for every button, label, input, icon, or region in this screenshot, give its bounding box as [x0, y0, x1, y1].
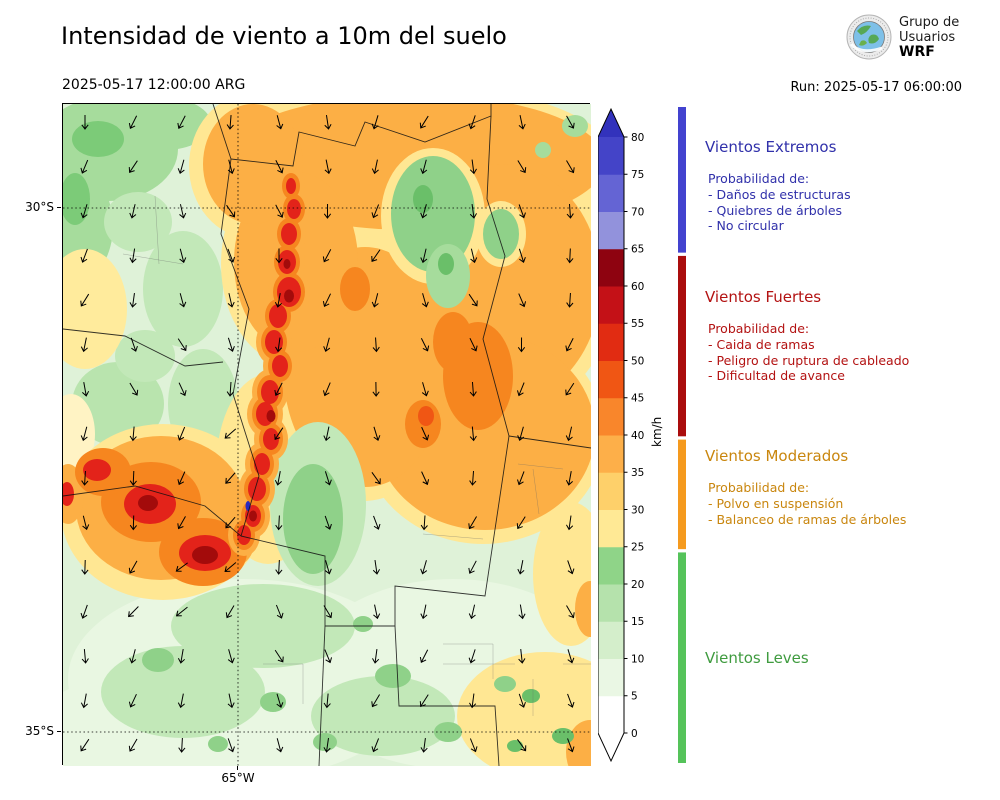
lon-label-65w: 65°W — [221, 771, 255, 785]
svg-text:80: 80 — [631, 132, 644, 144]
wind-map-canvas — [63, 104, 591, 766]
lat-label-30s: 30°S — [25, 200, 54, 214]
logo-line-3: WRF — [899, 43, 935, 60]
page-title: Intensidad de viento a 10m del suelo — [61, 22, 507, 50]
svg-text:45: 45 — [631, 393, 644, 405]
svg-text:25: 25 — [631, 542, 644, 554]
colorbar: 0 5 10 15 20 25 30 35 40 45 50 55 60 65 70 75 80 — [598, 107, 644, 763]
svg-text:35: 35 — [631, 467, 644, 479]
department-borders — [122, 195, 591, 716]
svg-text:50: 50 — [631, 355, 644, 367]
legend-item: - Peligro de ruptura de cableado — [708, 352, 910, 368]
legend-item: - Dificultad de avance — [708, 368, 845, 384]
legend-title-moderados: Vientos Moderados — [705, 447, 849, 465]
svg-text:70: 70 — [631, 206, 644, 218]
axis-tick-65w — [237, 766, 238, 770]
legend-prob-fuertes: Probabilidad de: — [708, 321, 810, 336]
svg-text:5: 5 — [631, 691, 638, 703]
legend-item: - Polvo en suspensión — [708, 496, 844, 511]
svg-text:40: 40 — [631, 430, 644, 442]
svg-text:75: 75 — [631, 169, 644, 181]
legend-item: - No circular — [708, 218, 784, 234]
wind-arrows — [80, 114, 575, 753]
svg-text:55: 55 — [631, 318, 644, 330]
logo-line-1: Grupo de — [899, 14, 960, 30]
colorbar-unit-label: km/h — [650, 416, 664, 447]
svg-text:30: 30 — [631, 504, 644, 516]
svg-text:10: 10 — [631, 653, 644, 665]
lat-label-35s: 35°S — [25, 724, 54, 738]
legend-item: - Daños de estructuras — [708, 187, 851, 202]
legend-item: - Quiebres de árboles — [708, 202, 843, 218]
legend-item: - Caida de ramas — [708, 337, 815, 352]
graticule — [63, 104, 591, 766]
svg-text:65: 65 — [631, 244, 644, 256]
wind-intensity-field — [63, 104, 591, 766]
wrf-users-logo: Grupo de Usuarios WRF — [846, 14, 959, 60]
legend-title-leves: Vientos Leves — [705, 649, 809, 667]
axis-tick-35s — [57, 731, 61, 732]
legend-title-fuertes: Vientos Fuertes — [705, 288, 822, 306]
legend-prob-moderados: Probabilidad de: — [708, 480, 810, 495]
high-wind-band — [228, 167, 310, 556]
svg-text:15: 15 — [631, 616, 644, 628]
svg-text:0: 0 — [631, 728, 638, 740]
legend-item: - Balanceo de ramas de árboles — [708, 511, 907, 527]
legend-vientos-extremos: Vientos Extremos Probabilidad de: - Daño… — [705, 138, 990, 234]
legend-color-strip — [678, 107, 686, 763]
logo-line-2: Usuarios — [899, 29, 956, 45]
legend-vientos-leves: Vientos Leves — [705, 649, 990, 667]
axis-tick-30s — [57, 207, 61, 208]
svg-text:60: 60 — [631, 281, 644, 293]
legend-prob-extremos: Probabilidad de: — [708, 171, 810, 186]
legend-title-extremos: Vientos Extremos — [705, 138, 837, 156]
globe-icon — [846, 14, 892, 60]
valid-datetime: 2025-05-17 12:00:00 ARG — [62, 77, 246, 93]
province-borders — [63, 104, 591, 766]
legend-vientos-fuertes: Vientos Fuertes Probabilidad de: - Caida… — [705, 288, 990, 384]
run-datetime: Run: 2025-05-17 06:00:00 — [790, 80, 962, 95]
svg-text:20: 20 — [631, 579, 644, 591]
wind-map — [62, 103, 591, 766]
legend-vientos-moderados: Vientos Moderados Probabilidad de: - Pol… — [705, 447, 990, 527]
